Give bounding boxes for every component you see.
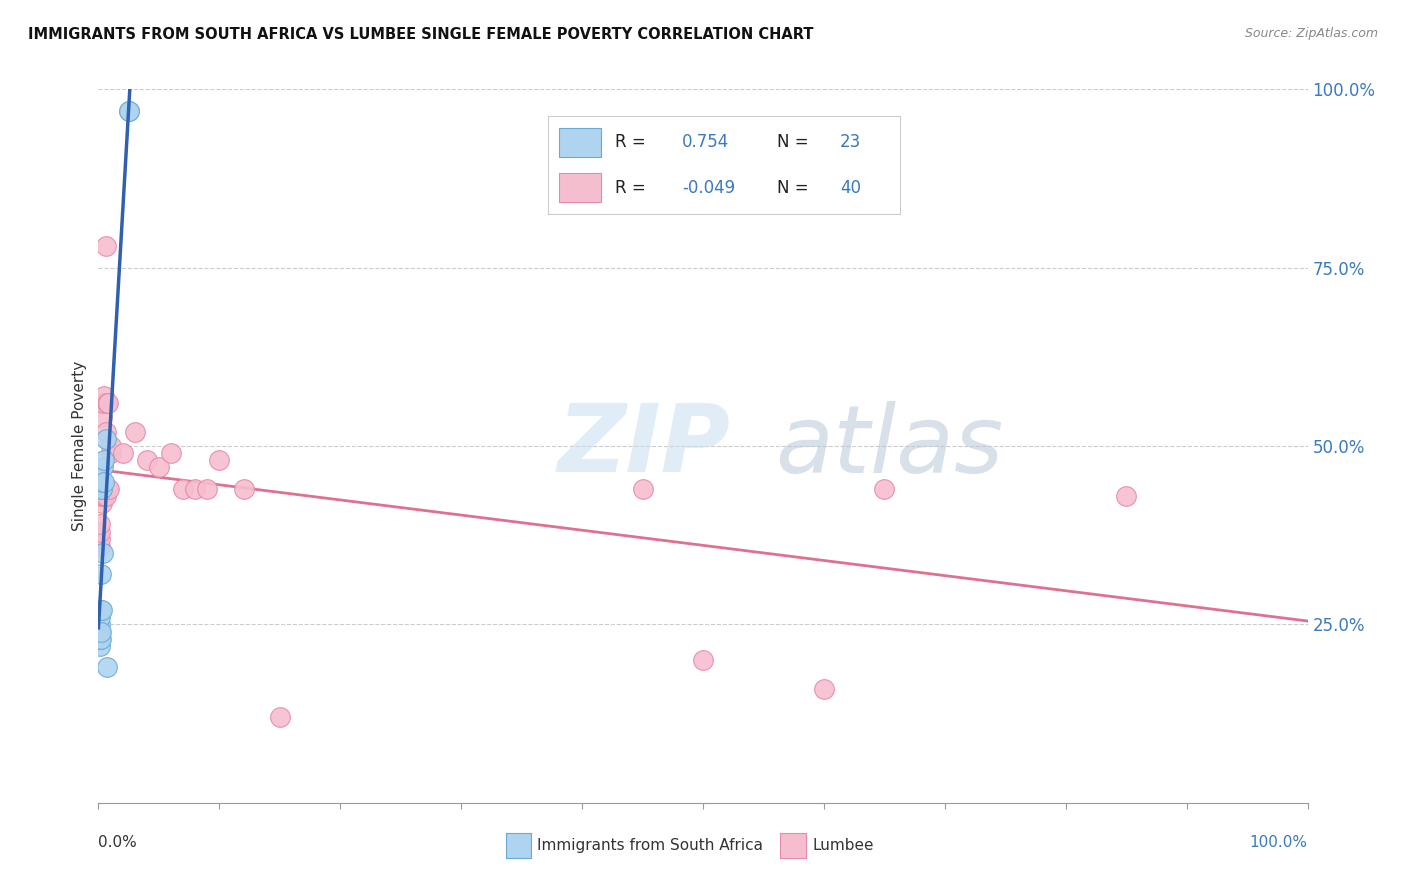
Point [100, 446, 122, 460]
Point [91, 496, 114, 510]
Point [135, 453, 157, 467]
Point [269, 710, 291, 724]
Text: 0.0%: 0.0% [98, 836, 138, 850]
Point [94, 489, 117, 503]
Point [91, 489, 114, 503]
Point [96, 660, 118, 674]
Point [90, 482, 112, 496]
Text: Lumbee: Lumbee [813, 838, 875, 853]
Point [93, 389, 115, 403]
Point [91, 460, 114, 475]
Text: 0.754: 0.754 [682, 134, 730, 152]
Point [813, 681, 835, 696]
Point [631, 482, 654, 496]
Point [91, 482, 114, 496]
Point [96, 482, 118, 496]
Bar [560, 173, 602, 202]
Text: ZIP: ZIP [558, 400, 731, 492]
Point [90, 603, 112, 617]
Point [89, 539, 111, 553]
Text: Source: ZipAtlas.com: Source: ZipAtlas.com [1244, 27, 1378, 40]
Point [89, 639, 111, 653]
Point [232, 482, 254, 496]
Point [94, 425, 117, 439]
Point [96, 396, 118, 410]
Bar [560, 128, 602, 157]
Point [91, 603, 114, 617]
Text: -0.049: -0.049 [682, 178, 735, 196]
Text: Immigrants from South Africa: Immigrants from South Africa [537, 838, 763, 853]
Point [93, 453, 115, 467]
Point [94, 432, 117, 446]
Point [91, 482, 114, 496]
Point [94, 239, 117, 253]
Point [111, 446, 134, 460]
Text: IMMIGRANTS FROM SOUTH AFRICA VS LUMBEE SINGLE FEMALE POVERTY CORRELATION CHART: IMMIGRANTS FROM SOUTH AFRICA VS LUMBEE S… [28, 27, 814, 42]
Text: N =: N = [778, 178, 814, 196]
Point [89, 517, 111, 532]
Point [91, 489, 114, 503]
Text: atlas: atlas [776, 401, 1004, 491]
Point [89, 532, 111, 546]
Point [118, 103, 141, 118]
Point [692, 653, 714, 667]
Text: 100.0%: 100.0% [1250, 836, 1308, 850]
Text: 23: 23 [841, 134, 862, 152]
Point [172, 482, 194, 496]
Point [1115, 489, 1137, 503]
Point [97, 396, 120, 410]
Point [873, 482, 896, 496]
Point [91, 546, 114, 560]
Point [89, 624, 111, 639]
Point [184, 482, 207, 496]
Point [97, 482, 120, 496]
Text: R =: R = [616, 178, 651, 196]
Point [90, 482, 112, 496]
Point [93, 475, 115, 489]
Point [148, 460, 170, 475]
Point [91, 410, 114, 425]
Point [89, 632, 111, 646]
Point [208, 453, 231, 467]
Point [100, 439, 122, 453]
Point [124, 425, 146, 439]
Y-axis label: Single Female Poverty: Single Female Poverty [72, 361, 87, 531]
Point [89, 632, 111, 646]
Text: N =: N = [778, 134, 814, 152]
Point [89, 524, 111, 539]
Point [160, 446, 183, 460]
Point [93, 489, 115, 503]
Point [90, 489, 112, 503]
Point [195, 482, 218, 496]
Text: R =: R = [616, 134, 651, 152]
Point [118, 103, 141, 118]
Point [89, 610, 111, 624]
Point [91, 396, 114, 410]
Point [91, 475, 114, 489]
Point [90, 567, 112, 582]
Point [98, 482, 121, 496]
Point [90, 624, 112, 639]
Point [90, 632, 112, 646]
Text: 40: 40 [841, 178, 860, 196]
Point [89, 617, 111, 632]
Point [89, 603, 111, 617]
